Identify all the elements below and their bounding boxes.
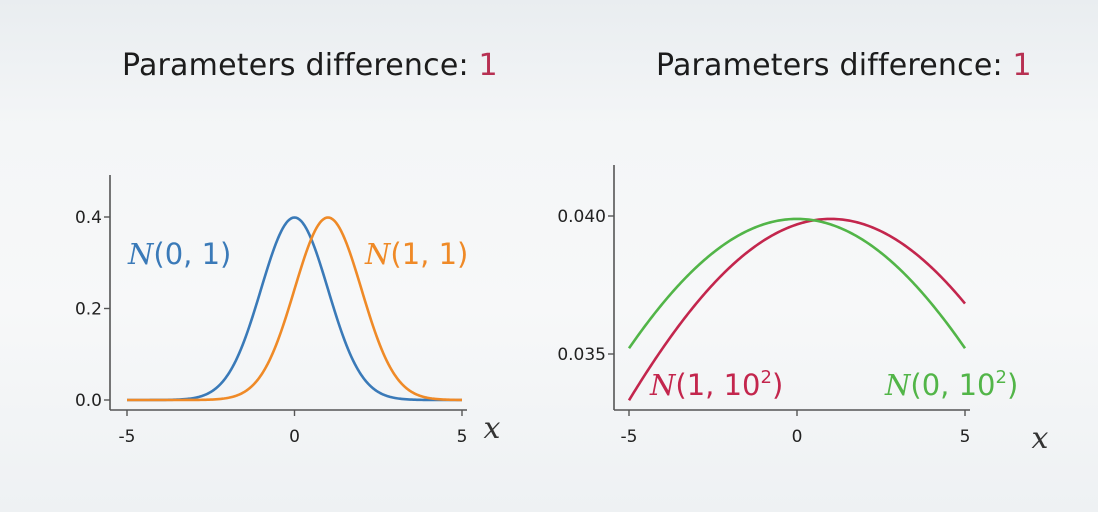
left-panel-title: Parameters difference: 1 [122, 48, 498, 83]
series-line [127, 216, 463, 402]
series-label-symbol: N [649, 368, 677, 402]
left-chart: 0.00.20.4-5 0 5 xN(0, 1) N(1, 1) [75, 175, 501, 447]
series-label-args: (0, 1) [153, 237, 231, 271]
left-title-value: 1 [478, 48, 498, 83]
series-label-args: (1, 1) [390, 237, 468, 271]
series-label-symbol: N [884, 368, 912, 402]
left-title-prefix: Parameters difference: [122, 48, 479, 83]
series-label: N(1, 1) [364, 237, 468, 271]
x-axis-label: x [1032, 421, 1049, 456]
series-label-args: (0, 10 [910, 368, 995, 402]
series-label: N(0, 1) [127, 237, 231, 271]
x-tick-label: -5 [119, 427, 136, 447]
x-axis-label: x [484, 411, 501, 446]
y-tick-label: 0.2 [75, 300, 102, 320]
series-line [627, 217, 966, 401]
x-tick-label: 0 [289, 427, 300, 447]
x-tick-label: 5 [960, 427, 971, 447]
y-tick-label: 0.040 [557, 207, 606, 227]
series-label-symbol: N [364, 237, 392, 271]
y-tick-label: 0.0 [75, 391, 102, 411]
series-label-superscript: 2 [760, 367, 771, 388]
series-label-args: (1, 10 [675, 368, 760, 402]
y-tick-label: 0.4 [75, 208, 102, 228]
series-label-symbol: N [127, 237, 155, 271]
series-label-close: ) [772, 368, 783, 402]
y-tick-label: 0.035 [557, 345, 606, 365]
x-tick-label: 5 [457, 427, 468, 447]
series-label-close: ) [1007, 368, 1018, 402]
series-label: N(0, 102) [884, 367, 1018, 402]
right-panel-title: Parameters difference: 1 [656, 48, 1032, 83]
x-tick-label: 0 [792, 427, 803, 447]
series-label-superscript: 2 [995, 367, 1006, 388]
right-title-prefix: Parameters difference: [656, 48, 1013, 83]
right-title-value: 1 [1012, 48, 1032, 83]
series-label: N(1, 102) [649, 367, 783, 402]
series-line [627, 217, 967, 350]
x-tick-label: -5 [621, 427, 638, 447]
